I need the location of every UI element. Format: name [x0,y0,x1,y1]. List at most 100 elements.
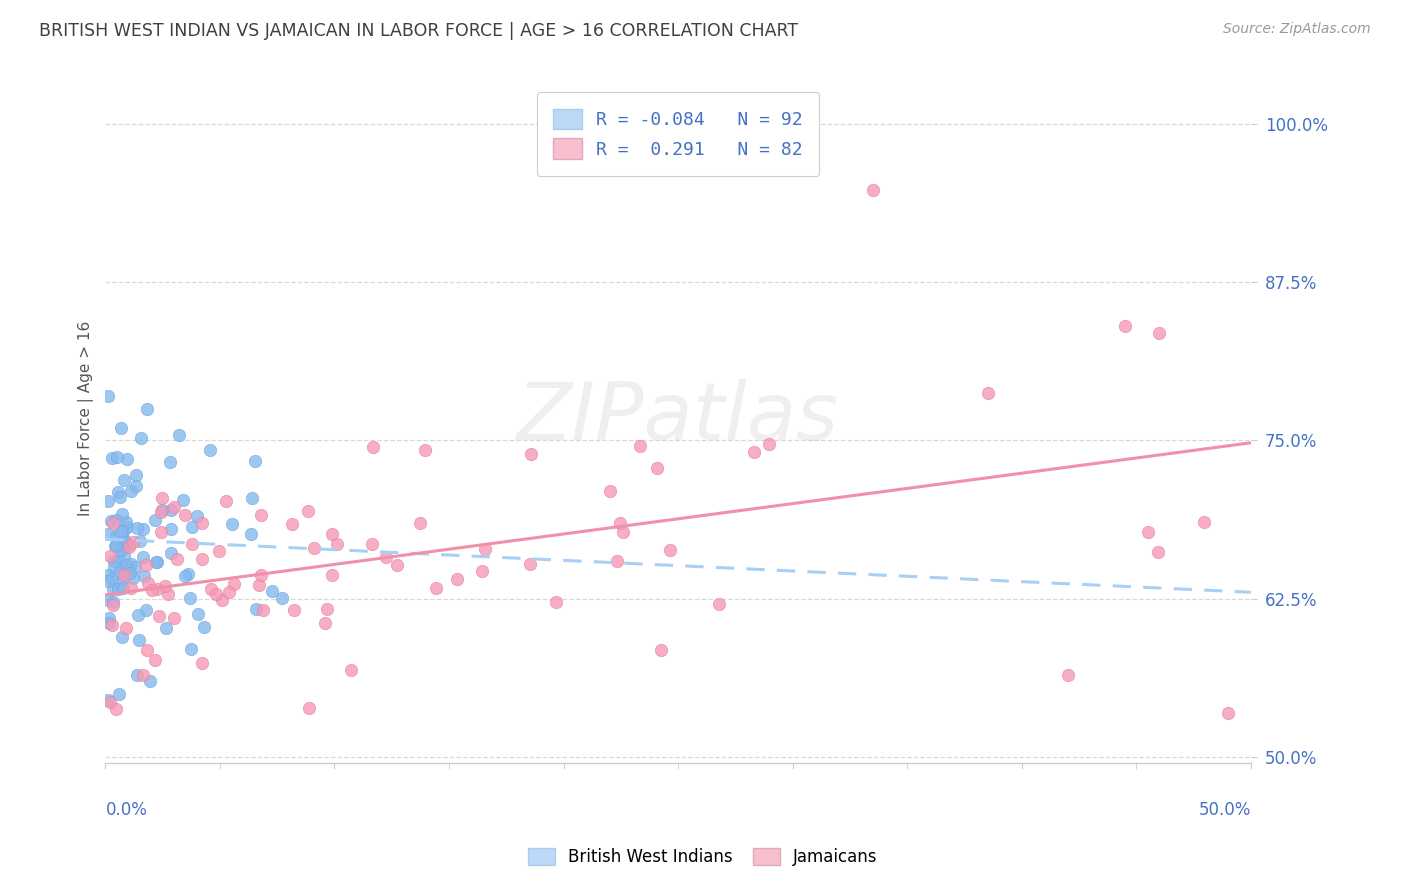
Point [120,484,142,499]
Point [179,591,201,605]
Point [744,445,766,459]
Point [249,508,271,522]
Point [120,557,142,571]
Point [129,533,152,548]
Point [606,554,628,568]
Point [111,630,134,644]
Point [108,542,131,557]
Point [104,539,127,553]
Point [240,491,263,506]
Point [108,566,131,580]
Point [125,521,148,535]
Point [104,529,127,543]
Point [862,182,884,196]
Point [173,508,195,522]
Point [167,428,190,442]
Point [104,538,127,552]
Point [112,524,135,538]
Point [98,611,121,625]
Point [208,544,231,558]
Point [112,568,135,582]
Point [103,560,125,574]
Text: 50.0%: 50.0% [1198,801,1251,819]
Point [110,524,132,539]
Point [659,543,682,558]
Point [374,550,396,565]
Point [650,643,672,657]
Point [298,701,321,715]
Point [609,516,631,530]
Point [132,569,155,583]
Point [101,598,124,612]
Point [111,507,134,521]
Point [425,581,447,595]
Point [128,632,150,647]
Point [186,508,208,523]
Point [98,549,121,563]
Point [107,687,129,701]
Point [520,447,543,461]
Point [215,494,238,508]
Point [136,576,159,591]
Point [97,389,120,403]
Y-axis label: In Labor Force | Age > 16: In Labor Force | Age > 16 [79,320,94,516]
Point [166,551,188,566]
Point [148,609,170,624]
Point [977,386,1000,401]
Point [97,527,120,541]
Point [110,420,132,434]
Point [114,534,136,549]
Point [153,579,176,593]
Point [101,618,124,632]
Point [1147,326,1170,340]
Point [270,591,292,605]
Point [143,652,166,666]
Point [145,512,167,526]
Point [111,581,134,595]
Point [172,493,194,508]
Point [135,558,157,573]
Point [115,452,138,467]
Point [122,571,145,585]
Point [159,502,181,516]
Point [135,603,157,617]
Point [125,667,148,681]
Point [112,474,135,488]
Point [218,585,240,599]
Point [98,615,121,630]
Point [114,515,136,529]
Point [125,467,148,482]
Point [110,490,132,504]
Point [114,549,136,563]
Point [1216,706,1239,720]
Point [1114,319,1136,334]
Point [104,513,127,527]
Point [150,491,173,506]
Point [111,531,134,545]
Point [247,577,270,591]
Point [340,663,363,677]
Point [1056,667,1078,681]
Point [101,573,124,587]
Point [316,602,339,616]
Point [193,620,215,634]
Point [262,584,284,599]
Point [124,559,146,574]
Point [115,621,138,635]
Text: BRITISH WEST INDIAN VS JAMAICAN IN LABOR FORCE | AGE > 16 CORRELATION CHART: BRITISH WEST INDIAN VS JAMAICAN IN LABOR… [39,22,799,40]
Point [174,569,197,583]
Point [107,553,129,567]
Point [97,574,120,588]
Point [321,527,343,541]
Point [283,602,305,616]
Point [180,519,202,533]
Point [107,485,129,500]
Point [474,541,496,556]
Point [1137,525,1160,540]
Point [200,582,222,596]
Point [120,566,142,581]
Point [409,516,432,530]
Point [326,537,349,551]
Point [120,581,142,595]
Point [191,516,214,530]
